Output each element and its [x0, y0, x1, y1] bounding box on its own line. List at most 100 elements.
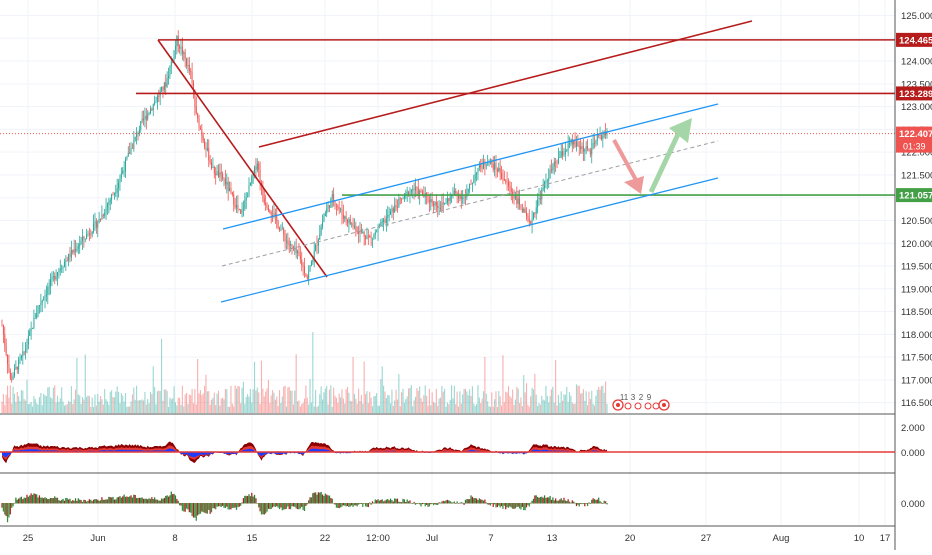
countdown-label: 01:39 [903, 142, 926, 152]
channel-lower[interactable] [220, 177, 719, 303]
volume-bar [596, 389, 598, 413]
trendline-upper-red[interactable] [258, 20, 753, 148]
volume-bar [328, 389, 331, 413]
histogram-bar [374, 499, 376, 504]
price-tick-label: 122.000 [901, 148, 932, 159]
price-tick-label: 120.000 [901, 239, 932, 250]
volume-bar [584, 400, 586, 413]
candle-body [539, 197, 541, 200]
volume-bar [570, 395, 572, 413]
candle-body [392, 208, 394, 213]
arrow-down-head[interactable] [624, 176, 644, 194]
candle-body [154, 102, 156, 105]
histogram-bar [201, 503, 203, 512]
projection-arrows[interactable] [612, 118, 692, 194]
candle-body [548, 178, 550, 181]
histogram-bar [63, 500, 66, 504]
candle-body [445, 202, 447, 204]
candle-body [95, 221, 97, 228]
histogram-bar [326, 494, 328, 504]
candle-body [514, 196, 516, 199]
candle-body [584, 148, 586, 152]
arrow-down-shaft[interactable] [612, 139, 638, 181]
volume-bar [249, 388, 251, 413]
candle-body [444, 202, 446, 204]
channel-upper[interactable] [222, 103, 719, 230]
histogram-bar [105, 499, 107, 504]
arrow-up-shaft[interactable] [648, 128, 683, 194]
candle-body [130, 148, 132, 154]
event-icon[interactable] [612, 399, 624, 411]
volume-bar [294, 390, 296, 413]
volume-bar [161, 338, 163, 413]
trendline-down[interactable] [157, 39, 328, 278]
event-dot [644, 402, 652, 410]
volume-bar [385, 397, 387, 413]
candle-body [269, 210, 271, 213]
histogram-bar [11, 503, 13, 508]
volume-bar [170, 399, 172, 413]
candle-body [191, 71, 193, 83]
candle-body [509, 185, 511, 188]
channel-median[interactable] [221, 140, 719, 267]
histogram-bar [228, 503, 231, 510]
candle-body [11, 378, 13, 380]
volume-bar [267, 379, 269, 413]
trendlines[interactable] [157, 20, 753, 303]
histogram-bar [87, 500, 89, 504]
histogram-bar [341, 503, 343, 507]
candle-body [323, 216, 325, 222]
volume-bar [270, 395, 272, 413]
volume-bar [555, 360, 557, 413]
volume-bar [4, 405, 6, 413]
volume-bar [389, 403, 392, 413]
histogram-bar [464, 499, 467, 504]
histogram-bar [138, 497, 140, 504]
candle-body [398, 198, 400, 208]
arrow-up-head[interactable] [669, 118, 692, 143]
volume-bar [8, 397, 10, 413]
histogram-bar [536, 496, 539, 504]
time-tick-label: Jun [90, 533, 105, 544]
candle-body [129, 152, 131, 154]
volume-bar [131, 394, 133, 413]
volume-bar [509, 396, 511, 413]
candle-body [32, 327, 34, 329]
volume-bar [521, 406, 523, 413]
volume-bar [248, 396, 250, 413]
histogram-bar [523, 503, 525, 511]
histogram-bar [227, 503, 229, 510]
histogram-bar [37, 497, 39, 504]
histogram-bar [166, 495, 168, 504]
candle-body [186, 58, 188, 67]
candle-body [36, 313, 38, 318]
volume-bar [517, 388, 519, 413]
volume-bar [427, 405, 429, 413]
candle-body [9, 371, 11, 379]
histogram-bar [377, 499, 379, 504]
time-axis[interactable]: 25 Jun 8 15 22 12:00 Jul 7 13 20 27 Aug 10 17 [23, 533, 891, 544]
histogram-bar [308, 500, 310, 504]
candle-body [165, 82, 167, 87]
volume-bar [222, 397, 224, 413]
candle-body [344, 216, 346, 219]
candle-body [88, 233, 90, 235]
candle-body [274, 213, 276, 215]
candle-body [23, 351, 25, 353]
candle-body [230, 188, 232, 193]
candle-body [229, 188, 231, 191]
volume-bar [340, 397, 342, 413]
histogram-bar [459, 502, 461, 504]
volume-bar [349, 400, 351, 413]
candle-body [63, 261, 65, 268]
candle-body [334, 201, 336, 206]
candle-body [370, 236, 372, 238]
volume-bar [73, 399, 75, 413]
volume-bar [478, 397, 480, 413]
candle-body [241, 209, 243, 214]
volume-bar [269, 402, 271, 413]
price-axis[interactable]: 125.000124.500124.000123.500123.000122.5… [896, 11, 932, 409]
candle-body [125, 159, 126, 171]
